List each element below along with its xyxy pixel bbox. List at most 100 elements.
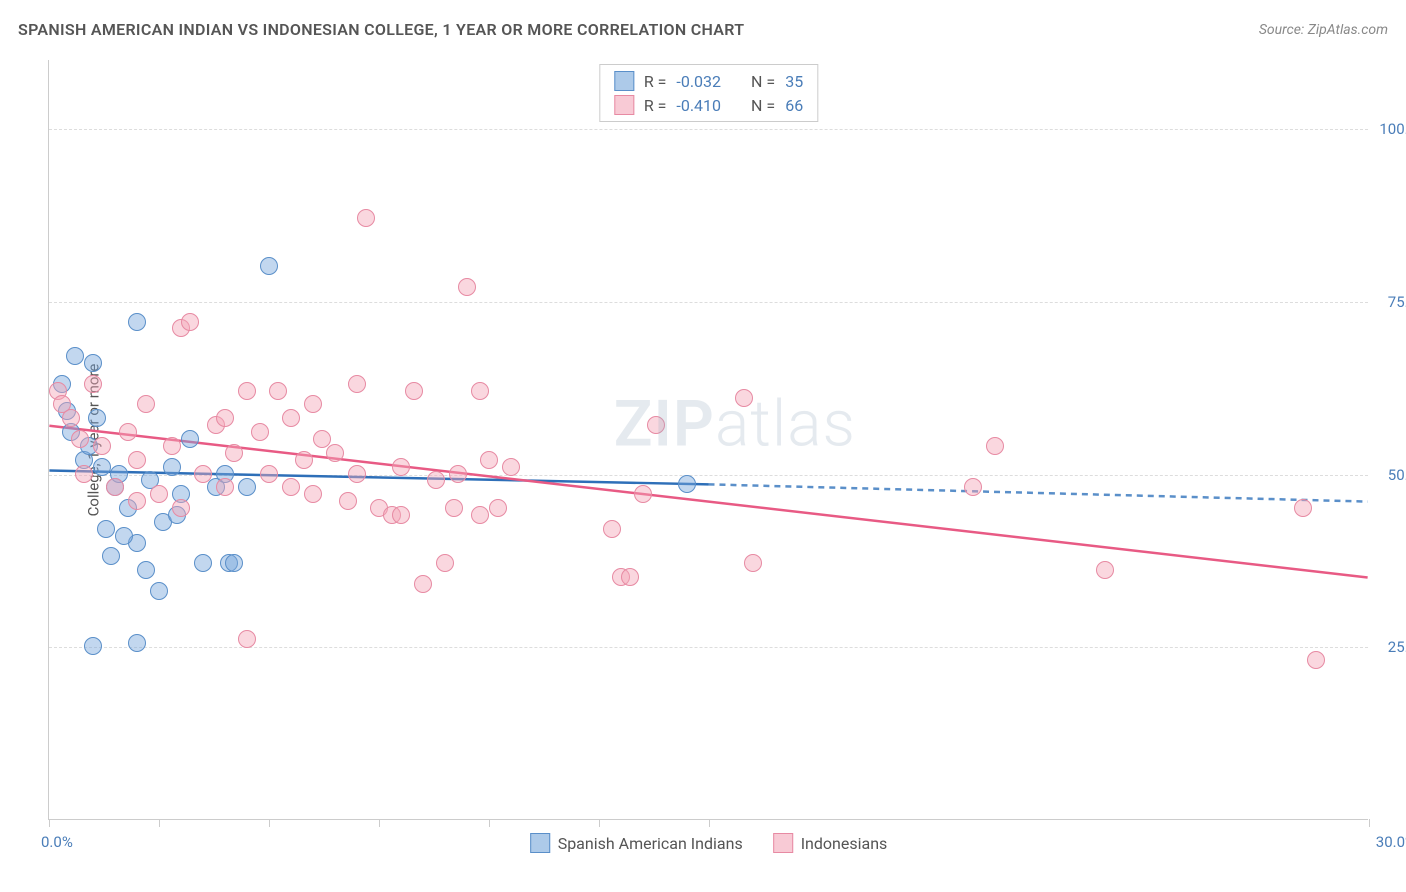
scatter-point	[150, 582, 168, 600]
chart-title: SPANISH AMERICAN INDIAN VS INDONESIAN CO…	[18, 20, 744, 39]
y-axis-label: 100.0%	[1379, 120, 1406, 138]
scatter-point	[603, 520, 621, 538]
scatter-point	[269, 382, 287, 400]
scatter-point	[163, 458, 181, 476]
legend: Spanish American Indians Indonesians	[530, 833, 888, 853]
n-value: 35	[785, 72, 803, 91]
scatter-point	[128, 313, 146, 331]
scatter-point	[225, 554, 243, 572]
scatter-point	[480, 451, 498, 469]
grid-line	[49, 302, 1368, 303]
scatter-point	[216, 478, 234, 496]
scatter-point	[66, 347, 84, 365]
scatter-point	[621, 568, 639, 586]
scatter-point	[216, 409, 234, 427]
scatter-point	[647, 416, 665, 434]
chart-header: SPANISH AMERICAN INDIAN VS INDONESIAN CO…	[18, 20, 1388, 39]
x-tick	[379, 819, 380, 827]
x-axis-min-label: 0.0%	[41, 833, 73, 851]
trend-lines	[49, 60, 1368, 819]
scatter-point	[137, 561, 155, 579]
x-tick	[1369, 819, 1370, 827]
legend-item: Indonesians	[773, 833, 888, 853]
scatter-point	[62, 409, 80, 427]
x-tick	[159, 819, 160, 827]
scatter-point	[84, 375, 102, 393]
r-value: -0.410	[676, 96, 721, 115]
x-tick	[49, 819, 50, 827]
r-value: -0.032	[676, 72, 721, 91]
scatter-point	[194, 465, 212, 483]
scatter-point	[1294, 499, 1312, 517]
scatter-point	[964, 478, 982, 496]
scatter-point	[392, 506, 410, 524]
scatter-point	[458, 278, 476, 296]
r-label: R =	[644, 96, 667, 115]
scatter-point	[295, 451, 313, 469]
scatter-point	[128, 634, 146, 652]
scatter-point	[238, 382, 256, 400]
scatter-point	[106, 478, 124, 496]
scatter-point	[339, 492, 357, 510]
x-tick	[599, 819, 600, 827]
stats-row: R = -0.032 N = 35	[614, 71, 803, 91]
n-value: 66	[785, 96, 803, 115]
scatter-point	[405, 382, 423, 400]
trend-line	[709, 484, 1368, 501]
scatter-point	[93, 458, 111, 476]
scatter-point	[119, 423, 137, 441]
scatter-point	[1096, 561, 1114, 579]
scatter-point	[115, 527, 133, 545]
x-tick	[709, 819, 710, 827]
scatter-point	[678, 475, 696, 493]
scatter-point	[489, 499, 507, 517]
scatter-point	[251, 423, 269, 441]
series-swatch	[614, 95, 634, 115]
r-label: R =	[644, 72, 667, 91]
x-tick	[489, 819, 490, 827]
y-axis-label: 25.0%	[1388, 638, 1406, 656]
scatter-point	[137, 395, 155, 413]
scatter-point	[194, 554, 212, 572]
x-tick	[269, 819, 270, 827]
scatter-point	[150, 485, 168, 503]
scatter-point	[471, 506, 489, 524]
scatter-point	[427, 471, 445, 489]
scatter-point	[225, 444, 243, 462]
n-label: N =	[751, 72, 775, 91]
scatter-point	[414, 575, 432, 593]
scatter-point	[445, 499, 463, 517]
scatter-point	[172, 499, 190, 517]
stats-box: R = -0.032 N = 35 R = -0.410 N = 66	[599, 64, 818, 122]
scatter-point	[71, 430, 89, 448]
y-axis-label: 50.0%	[1388, 466, 1406, 484]
scatter-point	[181, 313, 199, 331]
series-swatch	[614, 71, 634, 91]
trend-line	[49, 426, 1367, 578]
scatter-point	[744, 554, 762, 572]
chart-plot-area: College, 1 year or more 25.0%50.0%75.0%1…	[48, 60, 1368, 820]
scatter-point	[348, 375, 366, 393]
scatter-point	[634, 485, 652, 503]
scatter-point	[97, 520, 115, 538]
scatter-point	[88, 409, 106, 427]
scatter-point	[986, 437, 1004, 455]
legend-label: Indonesians	[801, 834, 888, 853]
scatter-point	[282, 478, 300, 496]
chart-source: Source: ZipAtlas.com	[1259, 22, 1388, 38]
scatter-point	[282, 409, 300, 427]
scatter-point	[84, 637, 102, 655]
scatter-point	[348, 465, 366, 483]
scatter-point	[471, 382, 489, 400]
stats-row: R = -0.410 N = 66	[614, 95, 803, 115]
x-axis-max-label: 30.0%	[1376, 833, 1406, 851]
legend-swatch	[530, 833, 550, 853]
legend-label: Spanish American Indians	[558, 834, 743, 853]
scatter-point	[502, 458, 520, 476]
scatter-point	[260, 257, 278, 275]
scatter-point	[128, 492, 146, 510]
scatter-point	[75, 465, 93, 483]
scatter-point	[392, 458, 410, 476]
grid-line	[49, 475, 1368, 476]
scatter-point	[326, 444, 344, 462]
